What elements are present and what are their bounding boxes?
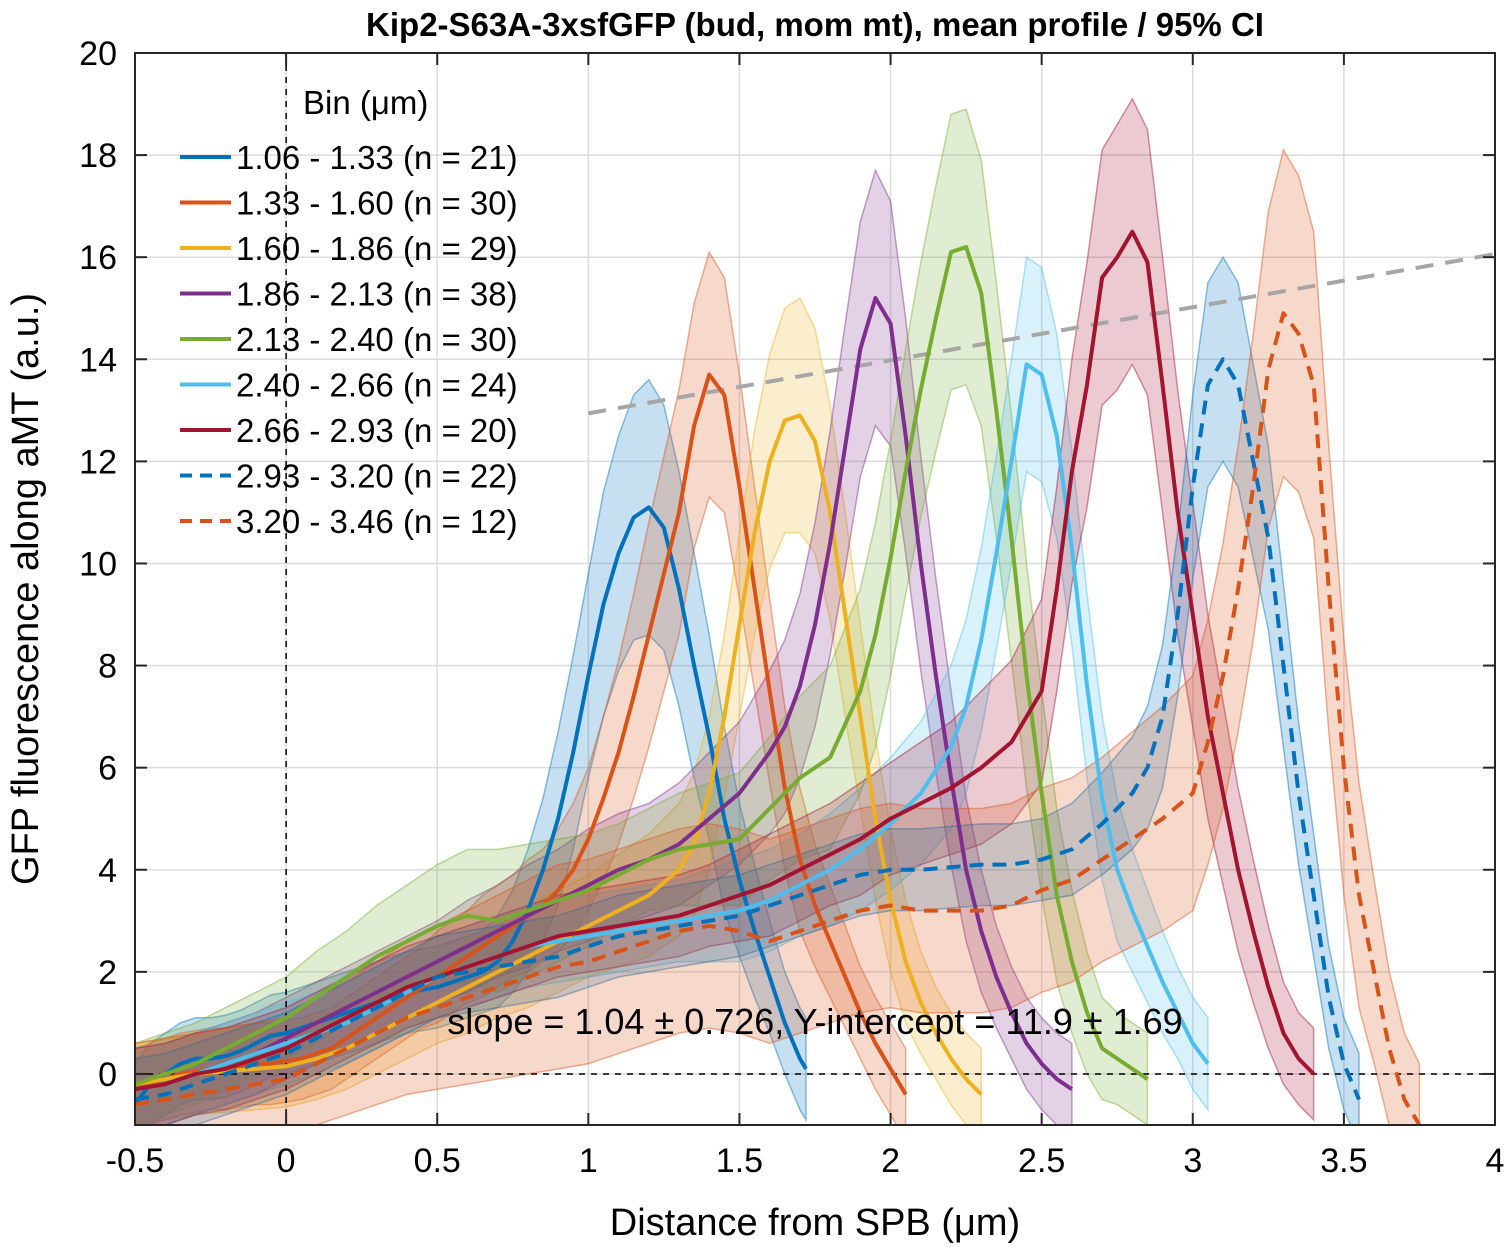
y-tick-label: 20	[79, 35, 117, 73]
legend-label: 2.93 - 3.20 (n = 22)	[236, 458, 518, 495]
x-tick-label: 0	[277, 1142, 296, 1180]
ci-bands	[135, 97, 1421, 1125]
y-tick-label: 0	[98, 1056, 117, 1094]
reference-lines	[135, 53, 1495, 1125]
ci-band	[135, 255, 1360, 1125]
y-tick-label: 16	[79, 239, 117, 277]
y-tick-label: 6	[98, 750, 117, 788]
y-tick-label: 10	[79, 545, 117, 583]
series-line	[135, 296, 1074, 1092]
legend-label: 1.33 - 1.60 (n = 30)	[236, 185, 518, 222]
y-tick-label: 8	[98, 648, 117, 686]
x-tick-label: 2	[881, 1142, 900, 1180]
plot-area	[135, 53, 1495, 1125]
series-line	[135, 357, 1361, 1102]
legend-label: 1.06 - 1.33 (n = 21)	[236, 139, 518, 176]
series-line	[135, 229, 1316, 1092]
fit-line-group	[587, 252, 1495, 416]
series-lines	[135, 229, 1422, 1125]
x-tick-label: 0.5	[414, 1142, 461, 1180]
x-tick-label: 3	[1183, 1142, 1202, 1180]
y-tick-label: 4	[98, 852, 117, 890]
ci-band	[135, 108, 1149, 1125]
ci-band	[135, 168, 1073, 1125]
ci-band	[135, 250, 907, 1125]
legend-label: 2.66 - 2.93 (n = 20)	[236, 412, 518, 449]
y-tick-label: 18	[79, 137, 117, 175]
series-line	[135, 413, 983, 1096]
x-tick-label: 1	[579, 1142, 598, 1180]
axis-ticks: -0.5 0 0.5 1 1.5 2 2.5 3 3.5 4 0 2 4 6 8 10 12 14 16 18 20	[79, 35, 1504, 1180]
legend-label: 2.40 - 2.66 (n = 24)	[236, 367, 518, 404]
x-tick-label: 4	[1486, 1142, 1505, 1180]
ci-band	[135, 148, 1421, 1125]
chart-title: Kip2-S63A-3xsfGFP (bud, mom mt), mean pr…	[366, 6, 1264, 43]
plot-frame	[134, 52, 1496, 1126]
legend-title: Bin (μm)	[303, 84, 428, 121]
legend-label: 1.86 - 2.13 (n = 38)	[236, 276, 518, 313]
grid	[134, 52, 1496, 1125]
fit-annotation: slope = 1.04 ± 0.726, Y-intercept = 11.9…	[447, 1001, 1182, 1042]
series-line	[135, 311, 1422, 1125]
series-line	[135, 244, 1149, 1087]
legend-label: 2.13 - 2.40 (n = 30)	[236, 321, 518, 358]
y-tick-label: 14	[79, 341, 117, 379]
y-tick-label: 12	[79, 443, 117, 481]
x-tick-label: 2.5	[1018, 1142, 1065, 1180]
legend-label: 1.60 - 1.86 (n = 29)	[236, 230, 518, 267]
x-tick-label: 1.5	[716, 1142, 763, 1180]
y-axis-label: GFP fluorescence along aMT (a.u.)	[5, 293, 47, 885]
fit-line	[587, 252, 1495, 416]
x-axis-label: Distance from SPB (μm)	[610, 1202, 1020, 1244]
series-line	[135, 505, 808, 1106]
legend-label: 3.20 - 3.46 (n = 12)	[236, 503, 518, 540]
x-tick-label: -0.5	[106, 1142, 165, 1180]
x-tick-label: 3.5	[1320, 1142, 1367, 1180]
y-tick-label: 2	[98, 954, 117, 992]
legend: Bin (μm) 1.06 - 1.33 (n = 21) 1.33 - 1.60 …	[180, 84, 518, 540]
